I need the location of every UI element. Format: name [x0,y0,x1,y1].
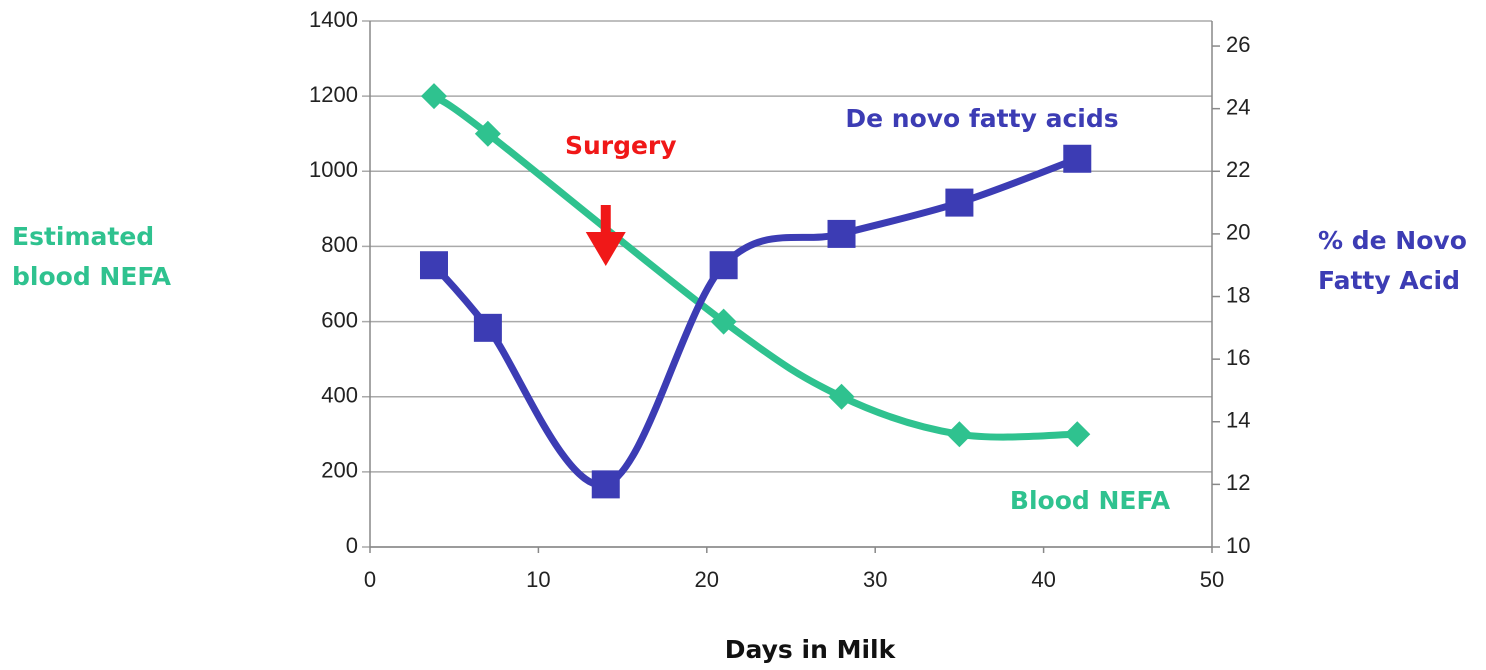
annotation: Surgery [565,131,677,160]
y2-axis-label: % de Novo [1318,226,1467,255]
x-axis-label: Days in Milk [725,635,897,664]
y2-axis-label: Fatty Acid [1318,266,1460,295]
y-tick-label: 1400 [309,7,358,32]
y2-tick-label: 22 [1226,157,1250,182]
y2-tick-label: 14 [1226,408,1250,433]
y-tick-label: 400 [321,383,358,408]
y2-tick-label: 26 [1226,32,1250,57]
y2-tick-label: 24 [1226,94,1250,119]
y2-tick-label: 18 [1226,282,1250,307]
marker [420,83,447,110]
marker [945,188,974,217]
y-tick-label: 1200 [309,82,358,107]
marker [828,383,855,410]
y2-tick-label: 10 [1226,533,1250,558]
x-tick-label: 50 [1200,567,1224,592]
legend-label: De novo fatty acids [845,104,1118,133]
x-tick-label: 30 [863,567,887,592]
y-tick-label: 200 [321,458,358,483]
marker [1064,421,1091,448]
x-tick-label: 20 [695,567,719,592]
marker [827,219,856,248]
y2-tick-label: 12 [1226,470,1250,495]
y-axis-label: Estimated [12,222,154,251]
marker [946,421,973,448]
marker [419,251,448,280]
y2-tick-label: 20 [1226,220,1250,245]
marker [473,313,502,342]
annotation-arrow [585,205,626,266]
y-tick-label: 600 [321,307,358,332]
marker [709,251,738,280]
marker [591,470,620,499]
y2-tick-label: 16 [1226,345,1250,370]
y-tick-label: 800 [321,232,358,257]
y-tick-label: 1000 [309,157,358,182]
marker [710,308,737,335]
x-tick-label: 0 [364,567,376,592]
x-tick-label: 40 [1031,567,1055,592]
y-axis-label: blood NEFA [12,262,172,291]
marker [1063,144,1092,173]
legend-label: Blood NEFA [1010,486,1171,515]
marker [474,120,501,147]
x-tick-label: 10 [526,567,550,592]
y-tick-label: 0 [346,533,358,558]
series-line [431,93,1078,441]
